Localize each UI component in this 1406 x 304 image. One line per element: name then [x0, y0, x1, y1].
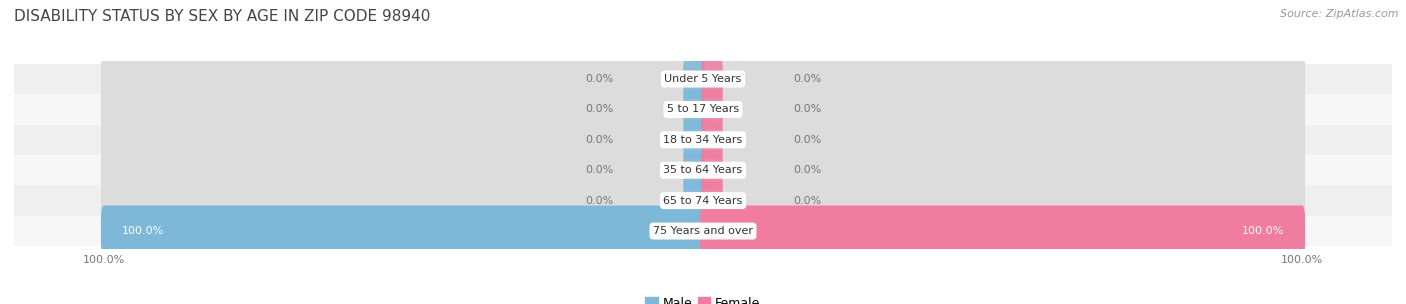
Text: 75 Years and over: 75 Years and over	[652, 226, 754, 236]
FancyBboxPatch shape	[683, 151, 704, 190]
FancyBboxPatch shape	[702, 181, 723, 220]
Text: Source: ZipAtlas.com: Source: ZipAtlas.com	[1281, 9, 1399, 19]
FancyBboxPatch shape	[101, 83, 706, 136]
FancyBboxPatch shape	[101, 205, 706, 257]
Text: 0.0%: 0.0%	[793, 165, 821, 175]
Legend: Male, Female: Male, Female	[641, 292, 765, 304]
Bar	[14, 125, 1392, 155]
Text: 0.0%: 0.0%	[793, 135, 821, 145]
FancyBboxPatch shape	[702, 151, 723, 190]
Text: 0.0%: 0.0%	[585, 196, 613, 206]
Bar	[14, 155, 1392, 185]
Text: 0.0%: 0.0%	[793, 105, 821, 114]
Text: 0.0%: 0.0%	[793, 196, 821, 206]
FancyBboxPatch shape	[101, 144, 706, 196]
Text: 100.0%: 100.0%	[1241, 226, 1284, 236]
Text: 0.0%: 0.0%	[585, 74, 613, 84]
FancyBboxPatch shape	[683, 60, 704, 98]
FancyBboxPatch shape	[101, 53, 706, 105]
Text: 35 to 64 Years: 35 to 64 Years	[664, 165, 742, 175]
Text: 0.0%: 0.0%	[585, 165, 613, 175]
FancyBboxPatch shape	[683, 120, 704, 159]
Bar	[14, 64, 1392, 94]
Bar	[14, 216, 1392, 246]
FancyBboxPatch shape	[700, 144, 1305, 196]
FancyBboxPatch shape	[683, 90, 704, 129]
Text: 0.0%: 0.0%	[793, 74, 821, 84]
Text: 65 to 74 Years: 65 to 74 Years	[664, 196, 742, 206]
FancyBboxPatch shape	[101, 114, 706, 166]
FancyBboxPatch shape	[702, 60, 723, 98]
FancyBboxPatch shape	[101, 206, 706, 257]
Text: 0.0%: 0.0%	[585, 105, 613, 114]
Text: 5 to 17 Years: 5 to 17 Years	[666, 105, 740, 114]
FancyBboxPatch shape	[700, 205, 1305, 257]
FancyBboxPatch shape	[700, 206, 1305, 257]
FancyBboxPatch shape	[700, 53, 1305, 105]
Text: Under 5 Years: Under 5 Years	[665, 74, 741, 84]
FancyBboxPatch shape	[702, 90, 723, 129]
Bar	[14, 185, 1392, 216]
FancyBboxPatch shape	[700, 174, 1305, 227]
FancyBboxPatch shape	[702, 120, 723, 159]
Text: DISABILITY STATUS BY SEX BY AGE IN ZIP CODE 98940: DISABILITY STATUS BY SEX BY AGE IN ZIP C…	[14, 9, 430, 24]
FancyBboxPatch shape	[101, 174, 706, 227]
FancyBboxPatch shape	[700, 83, 1305, 136]
Bar	[14, 94, 1392, 125]
Text: 100.0%: 100.0%	[122, 226, 165, 236]
Text: 18 to 34 Years: 18 to 34 Years	[664, 135, 742, 145]
FancyBboxPatch shape	[683, 181, 704, 220]
FancyBboxPatch shape	[700, 114, 1305, 166]
Text: 0.0%: 0.0%	[585, 135, 613, 145]
